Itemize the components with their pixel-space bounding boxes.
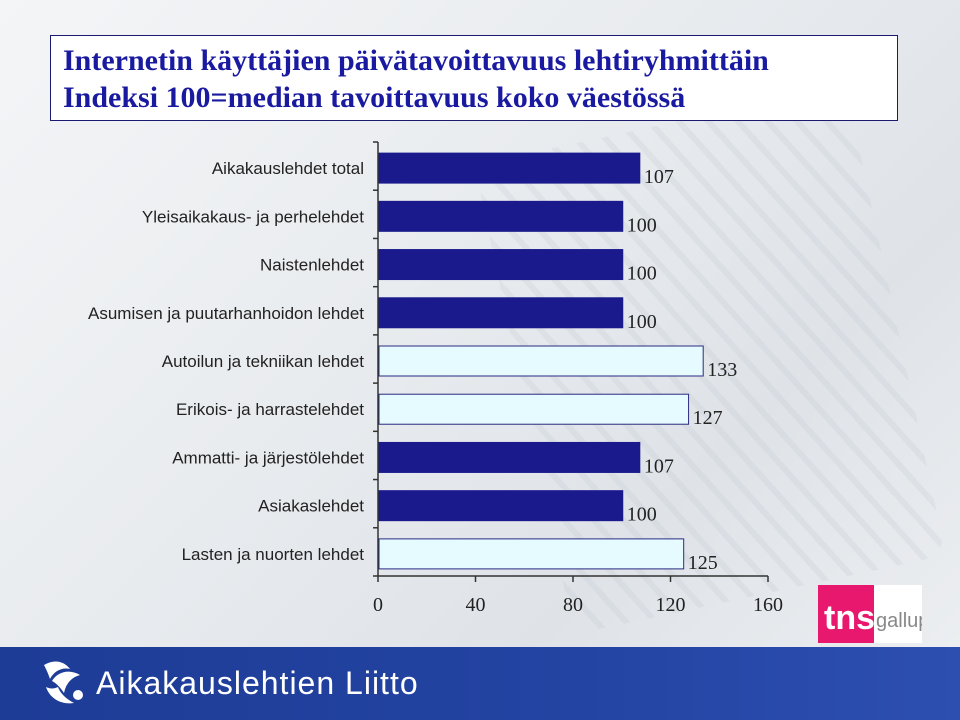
category-label: Asiakaslehdet: [258, 497, 364, 516]
data-label: 107: [644, 166, 674, 188]
x-tick-label: 160: [753, 594, 783, 616]
bar: [378, 200, 624, 232]
data-label: 127: [693, 407, 723, 429]
bar-chart: Aikakauslehdet total 107 Yleisaikakaus- ja…: [88, 141, 783, 616]
tns-gallup-logo: tns gallup: [818, 585, 929, 643]
data-label: 100: [627, 311, 657, 333]
category-label: Asumisen ja puutarhanhoidon lehdet: [88, 304, 364, 323]
x-tick-label: 0: [373, 594, 383, 616]
category-label: Erikois- ja harrastelehdet: [176, 400, 364, 419]
category-label: Naistenlehdet: [260, 256, 364, 275]
tns-logo-background: [818, 585, 874, 643]
data-label: 125: [688, 552, 718, 574]
category-label: Aikakauslehdet total: [212, 159, 364, 178]
bar: [378, 249, 624, 281]
publisher-logo-icon: [44, 661, 83, 704]
category-label: Yleisaikakaus- ja perhelehdet: [142, 207, 364, 226]
bar: [378, 393, 690, 425]
data-label: 100: [627, 504, 657, 526]
bar: [378, 441, 641, 473]
x-tick-label: 40: [466, 594, 486, 616]
category-label: Ammatti- ja järjestölehdet: [172, 448, 364, 467]
data-label: 100: [627, 214, 657, 236]
category-label: Lasten ja nuorten lehdet: [182, 545, 365, 564]
gallup-logo-text: gallup: [876, 610, 922, 632]
bar: [378, 345, 704, 377]
x-tick-label: 80: [563, 594, 583, 616]
footer-organization-name: Aikakauslehtien Liitto: [96, 665, 419, 701]
title-box: Internetin käyttäjien päivätavoittavuus …: [50, 35, 898, 121]
x-tick-label: 120: [656, 594, 686, 616]
data-label: 133: [707, 359, 737, 381]
tns-logo-text: tns: [824, 599, 875, 637]
category-label: Autoilun ja tekniikan lehdet: [162, 352, 365, 371]
footer-bar: Aikakauslehtien Liitto: [0, 647, 960, 720]
bar: [378, 538, 685, 570]
data-label: 100: [627, 263, 657, 285]
bar: [378, 490, 624, 522]
bar: [378, 297, 624, 329]
data-label: 107: [644, 455, 674, 477]
bar: [378, 152, 641, 184]
chart-title: Internetin käyttäjien päivätavoittavuus …: [63, 44, 769, 77]
chart-subtitle: Indeksi 100=median tavoittavuus koko väe…: [63, 81, 686, 114]
